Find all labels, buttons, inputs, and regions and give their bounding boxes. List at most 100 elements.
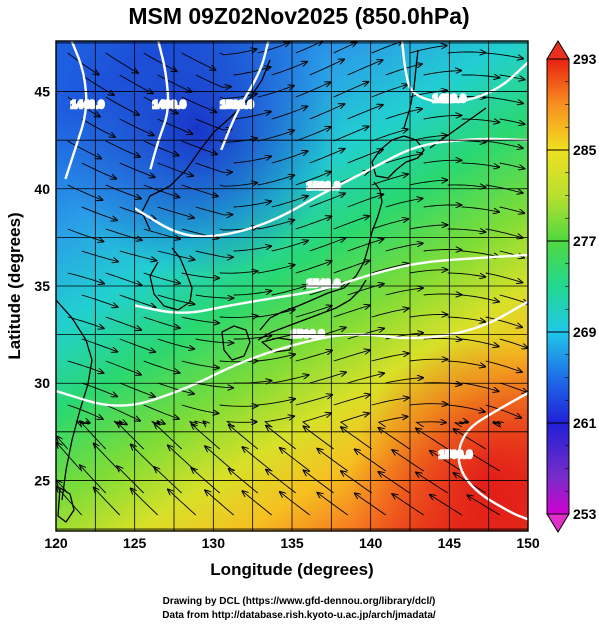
y-tick-label: 35 (34, 278, 50, 294)
streamline (423, 160, 462, 164)
streamline (385, 198, 423, 208)
streamline (143, 184, 180, 197)
streamline (341, 427, 372, 450)
colorbar-ticks: 253 261 269 277 285 293 (547, 51, 597, 522)
streamline (271, 241, 308, 252)
x-tick-label: 150 (516, 535, 540, 551)
streamline (447, 272, 486, 277)
streamline (309, 328, 346, 340)
x-tick-label: 145 (438, 535, 462, 551)
streamline (57, 487, 83, 516)
streamline (371, 398, 409, 406)
streamline (271, 196, 308, 208)
streamline (409, 135, 447, 142)
streamline (385, 64, 422, 76)
streamline (266, 470, 296, 494)
streamline (304, 426, 334, 450)
streamline (257, 43, 290, 54)
streamline (264, 416, 294, 428)
streamline (415, 422, 446, 428)
streamline (468, 451, 500, 472)
streamline (378, 428, 410, 450)
streamline (409, 315, 448, 318)
contour-line (56, 300, 528, 407)
streamline (423, 294, 462, 295)
korea-coast (149, 247, 193, 311)
streamline (119, 338, 156, 352)
streamline (447, 185, 486, 187)
streamline (461, 250, 499, 257)
streamline (409, 225, 448, 230)
y-tick-label: 25 (34, 472, 50, 488)
contour-label: 1520.0 (307, 181, 341, 193)
streamline (219, 361, 258, 362)
streamline (447, 316, 486, 322)
streamline (157, 250, 195, 260)
streamline (295, 351, 332, 362)
contour-label: 1540.0 (307, 278, 341, 290)
streamline (347, 373, 385, 384)
streamline (67, 96, 100, 117)
streamline (454, 429, 486, 450)
streamline (385, 154, 423, 164)
streamline (447, 360, 485, 367)
streamline (454, 421, 469, 428)
streamline (392, 494, 424, 516)
streamline (280, 492, 310, 516)
x-axis-label: Longitude (degrees) (210, 560, 373, 579)
streamline (81, 162, 116, 179)
plot-area: 1440.0 1480.0 1520.0 1480.01520.01540.01560… (34, 40, 540, 551)
y-axis-label: Latitude (degrees) (5, 212, 24, 359)
streamline (94, 488, 121, 516)
streamline (295, 82, 331, 98)
streamline (309, 372, 346, 384)
streamline (468, 495, 500, 516)
streamline (461, 382, 499, 391)
contour-label: 1480.0 (152, 99, 186, 111)
streamline (195, 74, 231, 87)
streamline (333, 305, 370, 318)
streamline (430, 451, 462, 472)
streamline (485, 228, 523, 238)
streamline (257, 265, 295, 274)
streamline (309, 104, 345, 120)
streamline (280, 448, 310, 472)
streamline (271, 330, 309, 340)
streamline (304, 470, 334, 494)
japan-honshu-south-coast (257, 279, 367, 341)
colorbar-tick-label: 261 (573, 415, 597, 431)
streamline (80, 465, 107, 494)
streamline (423, 71, 462, 76)
streamline (409, 270, 448, 274)
streamline (409, 404, 448, 405)
colorbar-max-triangle (546, 40, 570, 60)
streamline (461, 338, 499, 347)
streamline (461, 162, 500, 167)
streamline (499, 294, 528, 304)
colorbar-tick-label: 285 (573, 142, 597, 158)
streamline (80, 421, 107, 450)
streamline (143, 404, 179, 419)
streamline (195, 338, 234, 343)
colorbar-tick-label: 269 (573, 324, 597, 340)
y-tick-label: 45 (34, 84, 50, 100)
streamline (195, 250, 233, 257)
streamline (181, 360, 219, 368)
streamline (333, 350, 370, 362)
streamline (266, 426, 296, 450)
streamline (225, 422, 256, 428)
contour-line (400, 41, 528, 104)
streamline (309, 149, 345, 164)
streamline (485, 360, 522, 372)
streamline (219, 138, 257, 143)
x-tick-label: 130 (202, 535, 226, 551)
streamline (81, 118, 115, 137)
contour-line (134, 137, 528, 238)
streamline (143, 96, 178, 114)
streamline (295, 172, 331, 186)
streamline (191, 424, 220, 450)
contour-label: 1560.0 (439, 449, 473, 461)
streamline (117, 466, 145, 494)
streamline (347, 284, 384, 296)
credit-drawing: Drawing by DCL (https://www.gfd-dennou.o… (163, 596, 436, 607)
